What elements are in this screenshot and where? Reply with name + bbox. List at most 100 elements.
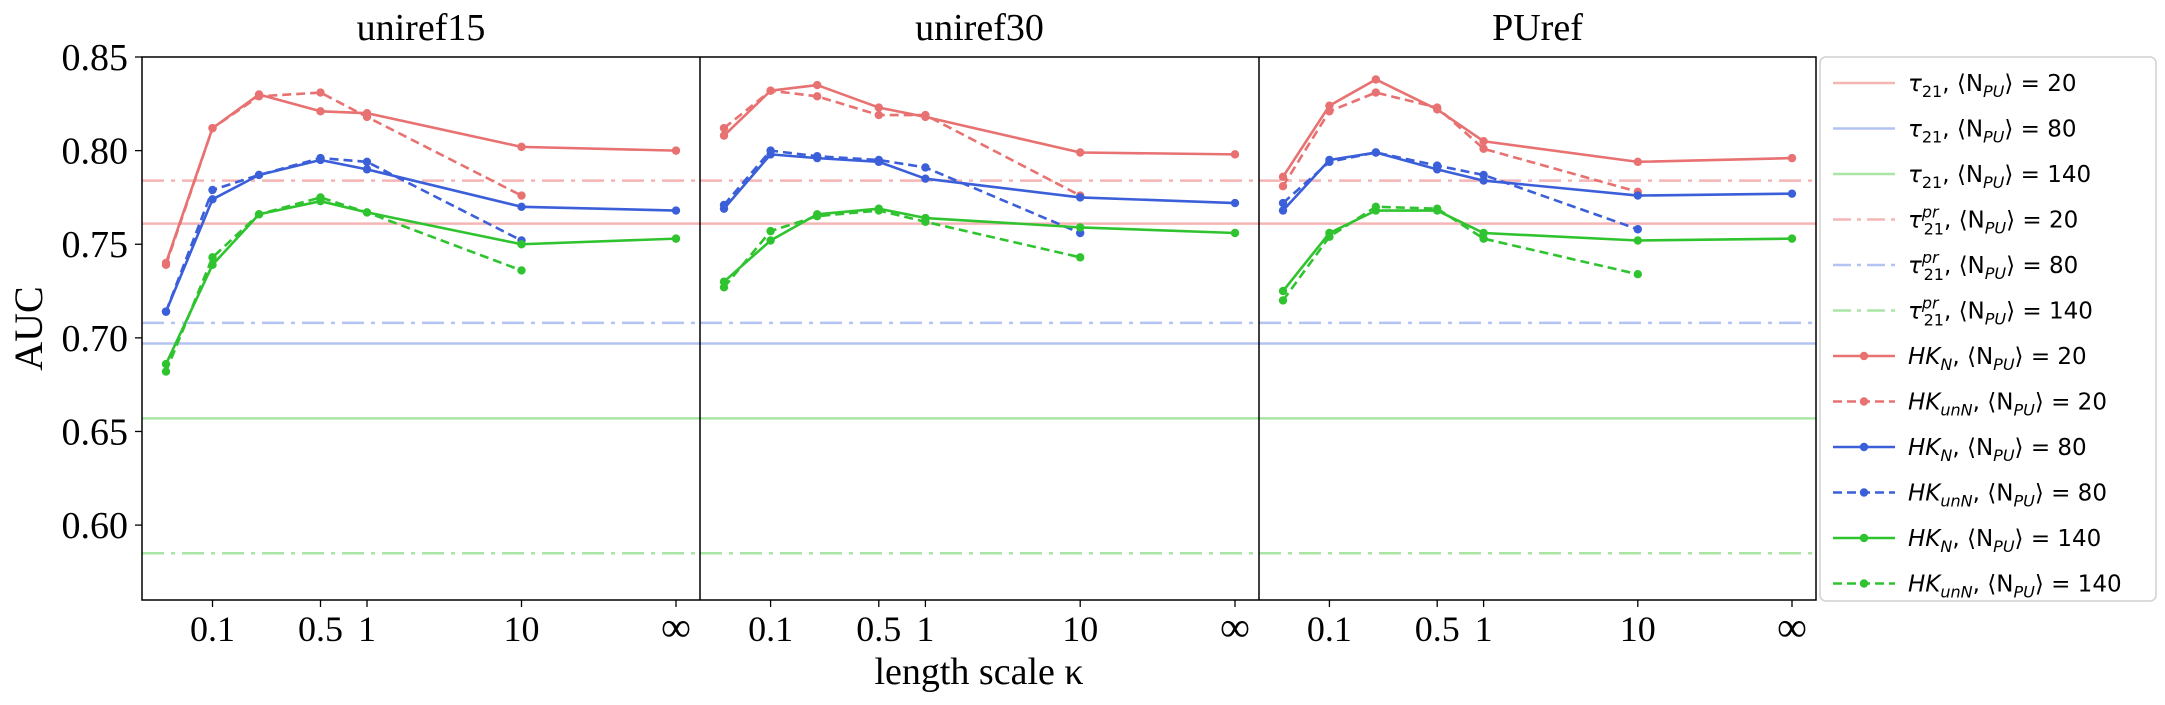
series-point-HKunN_140 xyxy=(517,266,526,275)
legend-label: HKunN, ⟨NPU⟩ = 140 xyxy=(1908,572,2122,602)
series-point-HKN_140 xyxy=(1230,228,1240,238)
legend-marker xyxy=(1859,442,1869,452)
series-point-HKunN_20 xyxy=(254,92,264,101)
legend-label: τ21, ⟨NPU⟩ = 80 xyxy=(1908,117,2077,147)
series-point-HKN_20 xyxy=(671,146,681,155)
series-point-HKunN_140 xyxy=(1325,232,1334,241)
series-point-HKunN_20 xyxy=(1371,88,1381,97)
series-point-HKN_20 xyxy=(1479,137,1488,146)
x-tick-label: 0.5 xyxy=(298,609,343,649)
series-point-HKunN_140 xyxy=(316,193,325,202)
y-tick-label: 0.75 xyxy=(62,224,129,266)
series-point-HKunN_140 xyxy=(208,253,217,262)
series-point-HKunN_80 xyxy=(874,155,884,165)
x-tick-label: ∞ xyxy=(1777,605,1807,651)
x-tick-label: 10 xyxy=(1620,609,1656,649)
series-point-HKunN_80 xyxy=(1325,157,1334,167)
plot-frame xyxy=(141,56,1817,601)
series-point-HKunN_140 xyxy=(766,226,775,236)
legend-marker xyxy=(1859,533,1869,543)
series-point-HKunN_20 xyxy=(517,191,526,200)
series-point-HKunN_80 xyxy=(208,185,217,195)
series-line-HKunN_140 xyxy=(164,196,522,373)
series-point-HKunN_20 xyxy=(1479,144,1488,153)
series-point-HKunN_140 xyxy=(1633,270,1643,279)
legend-label: τpr 21, ⟨NPU⟩ = 80 xyxy=(1908,248,2078,284)
series-point-HKN_20 xyxy=(1371,75,1381,84)
series-point-HKN_80 xyxy=(208,195,217,204)
series-point-HKunN_20 xyxy=(812,92,822,101)
series-point-HKunN_20 xyxy=(316,88,325,97)
legend-marker xyxy=(1859,351,1869,361)
series-line-HKunN_140 xyxy=(722,209,1081,289)
panel-title: uniref30 xyxy=(915,7,1044,49)
y-tick-label: 0.65 xyxy=(62,411,129,453)
x-tick-label: 1 xyxy=(358,609,376,649)
series-point-HKunN_80 xyxy=(1479,170,1488,180)
series-point-HKunN_140 xyxy=(161,367,171,376)
x-tick-label: 1 xyxy=(1475,609,1493,649)
series-point-HKunN_140 xyxy=(1432,204,1442,213)
x-tick-label: 0.5 xyxy=(1415,609,1460,649)
series-point-HKunN_140 xyxy=(874,206,884,215)
series-line-HKN_20 xyxy=(164,93,677,264)
series-point-HKN_140 xyxy=(766,236,775,245)
series-point-HKunN_20 xyxy=(362,112,372,122)
series-point-HKN_140 xyxy=(1075,223,1085,232)
panel-uniref30: uniref30 0.1 0.5 1 10 ∞ xyxy=(700,7,1259,651)
legend-label: τ21, ⟨NPU⟩ = 140 xyxy=(1908,162,2091,192)
series-point-HKunN_80 xyxy=(362,157,372,167)
series-point-HKunN_80 xyxy=(719,200,729,210)
series-point-HKunN_80 xyxy=(1432,161,1442,170)
series-point-HKN_80 xyxy=(921,174,930,183)
series-point-HKunN_80 xyxy=(316,153,325,163)
legend-label: τpr 21, ⟨NPU⟩ = 20 xyxy=(1908,203,2078,239)
x-tick-label: ∞ xyxy=(1220,605,1250,651)
series-point-HKunN_140 xyxy=(719,283,729,292)
series-point-HKunN_140 xyxy=(812,211,822,221)
series-point-HKunN_20 xyxy=(874,110,884,120)
series-point-HKunN_140 xyxy=(1075,253,1085,262)
series-point-HKN_140 xyxy=(671,234,681,243)
legend-marker xyxy=(1859,488,1869,497)
series-point-HKunN_140 xyxy=(254,210,264,219)
legend-marker xyxy=(1859,397,1869,406)
series-point-HKunN_80 xyxy=(921,163,930,172)
series-point-HKN_140 xyxy=(517,240,526,249)
series-point-HKunN_20 xyxy=(208,123,217,133)
legend-label: HKN, ⟨NPU⟩ = 80 xyxy=(1908,435,2087,465)
series-point-HKN_20 xyxy=(1787,153,1797,163)
panel-title: PUref xyxy=(1492,7,1583,49)
legend-label: HKunN, ⟨NPU⟩ = 80 xyxy=(1908,481,2107,511)
series-point-HKN_80 xyxy=(362,165,372,174)
series-point-HKN_20 xyxy=(1230,150,1240,159)
series-group xyxy=(1278,75,1797,305)
x-tick-label: ∞ xyxy=(661,605,691,651)
series-point-HKN_80 xyxy=(517,202,526,211)
series-line-HKunN_20 xyxy=(723,89,1081,197)
series-point-HKunN_140 xyxy=(1278,296,1288,305)
series-point-HKunN_140 xyxy=(362,208,372,217)
series-point-HKunN_80 xyxy=(766,146,775,155)
x-tick-label: 0.1 xyxy=(748,609,793,649)
series-point-HKN_140 xyxy=(1633,236,1643,245)
panel-title: uniref15 xyxy=(357,7,486,49)
series-point-HKN_20 xyxy=(874,103,884,112)
series-line-HKunN_20 xyxy=(164,91,523,266)
panel-uniref15: uniref15 0.1 0.5 1 10 ∞ xyxy=(142,7,700,651)
series-point-HKN_80 xyxy=(1278,206,1288,215)
panel-PUref: PUref 0.1 0.5 1 10 ∞ xyxy=(1259,7,1816,651)
series-line-HKunN_80 xyxy=(164,156,523,313)
series-point-HKN_20 xyxy=(1633,157,1643,167)
series-point-HKunN_80 xyxy=(1633,225,1643,234)
x-axis-label: length scale κ xyxy=(874,651,1083,693)
series-point-HKN_20 xyxy=(1278,172,1288,182)
series-point-HKunN_20 xyxy=(719,123,729,133)
x-tick-label: 0.1 xyxy=(190,609,235,649)
series-group xyxy=(161,88,681,376)
series-point-HKunN_20 xyxy=(1325,107,1334,116)
legend-label: HKunN, ⟨NPU⟩ = 20 xyxy=(1908,390,2107,420)
series-line-HKN_80 xyxy=(164,158,677,313)
series-line-HKunN_80 xyxy=(723,149,1081,235)
